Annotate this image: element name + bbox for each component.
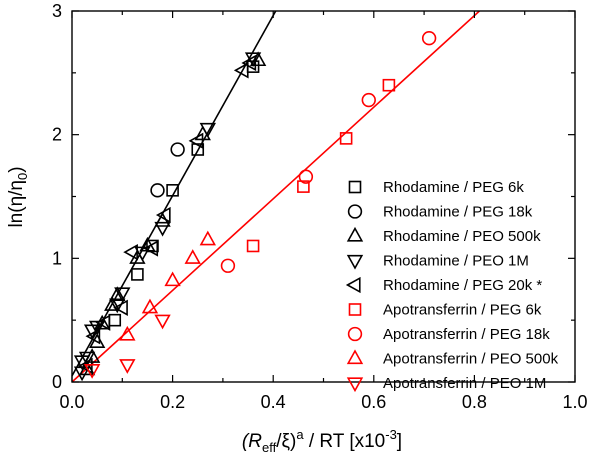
data-point (421, 31, 437, 46)
series-6 (246, 78, 396, 253)
data-point (184, 249, 201, 264)
legend-label: Rhodamine / PEO 500k (383, 228, 541, 245)
legend-marker (348, 303, 362, 316)
tick-labels: 0.0 0.2 0.4 0.6 0.8 1.0 0 1 2 3 (52, 1, 588, 412)
y-tick-label: 2 (52, 125, 62, 145)
legend-label: Apotransferrin / PEO 1M (383, 375, 546, 392)
x-tick-label: 1.0 (562, 392, 587, 412)
legend-marker (346, 349, 364, 365)
series-9 (83, 314, 171, 379)
data-point (109, 298, 126, 314)
legend-label: Rhodamine / PEG 20k * (383, 277, 542, 294)
series-3 (78, 51, 267, 376)
data-point (361, 92, 376, 108)
data-point (233, 62, 249, 79)
legend-marker (346, 377, 364, 393)
legend-marker (347, 204, 363, 219)
data-point (246, 239, 260, 253)
data-point (141, 298, 159, 314)
data-point (191, 143, 205, 156)
data-point (95, 314, 111, 331)
data-point (109, 286, 126, 302)
fit-line-1 (72, 11, 277, 377)
series-8 (119, 230, 216, 341)
legend-label: Rhodamine / PEG 18k (383, 204, 533, 221)
legend-marker (347, 326, 363, 342)
fit-line-2 (72, 11, 480, 382)
data-point (382, 78, 396, 92)
legend-label: Rhodamine / PEO 1M (383, 253, 529, 270)
tick-marks (71, 10, 576, 383)
data-point (199, 122, 216, 138)
data-point (134, 246, 151, 262)
data-point (88, 320, 106, 336)
data-point (131, 268, 144, 281)
data-point (77, 357, 93, 375)
legend-label: Rhodamine / PEG 6k (383, 179, 524, 196)
x-tick-label: 0.0 (59, 392, 84, 412)
legend-label: Apotransferrin / PEG 6k (383, 302, 542, 319)
data-point (150, 183, 165, 198)
data-point (119, 325, 136, 341)
data-markers (73, 31, 437, 382)
series-4 (73, 52, 262, 382)
legend-label: Apotransferrin / PEG 18k (383, 326, 550, 343)
series-7 (220, 31, 437, 273)
series-5 (77, 54, 257, 375)
x-tick-label: 0.8 (462, 392, 487, 412)
data-point (166, 184, 179, 197)
y-axis-label: ln(η/η0) (6, 166, 30, 227)
data-point (114, 287, 131, 303)
legend-marker (345, 276, 361, 294)
y-tick-label: 0 (52, 372, 62, 392)
data-point (78, 351, 96, 367)
fit-lines (72, 11, 480, 382)
legend-marker (348, 180, 362, 194)
data-point (170, 142, 185, 157)
series-2 (150, 142, 185, 198)
data-point (339, 132, 353, 145)
legend: Rhodamine / PEG 6k Rhodamine / PEG 18k Rho… (345, 179, 559, 393)
data-point (164, 271, 181, 287)
data-point (83, 364, 101, 379)
data-point (154, 314, 171, 330)
data-point (241, 54, 257, 72)
data-point (220, 258, 236, 273)
data-point (154, 221, 171, 237)
y-tick-label: 3 (52, 1, 62, 21)
data-point (155, 206, 171, 224)
data-point (143, 240, 159, 257)
data-point (88, 333, 106, 349)
y-tick-label: 1 (52, 248, 62, 268)
data-point (298, 169, 314, 184)
data-point (188, 132, 204, 150)
data-point (199, 230, 216, 246)
data-point (108, 313, 122, 327)
x-tick-label: 0.2 (160, 392, 185, 412)
data-point (297, 180, 310, 193)
data-point (113, 299, 128, 316)
series-1 (108, 60, 260, 327)
data-point (123, 243, 138, 261)
data-point (85, 328, 101, 345)
data-point (119, 359, 136, 374)
x-tick-label: 0.6 (361, 392, 386, 412)
legend-marker (346, 254, 364, 270)
x-tick-label: 0.4 (261, 392, 286, 412)
data-point (104, 296, 121, 311)
legend-label: Apotransferrin / PEO 500k (383, 351, 559, 368)
x-axis-label: (Reff/ξ)a / RT [x10-3] (242, 427, 402, 455)
legend-marker (346, 226, 364, 242)
